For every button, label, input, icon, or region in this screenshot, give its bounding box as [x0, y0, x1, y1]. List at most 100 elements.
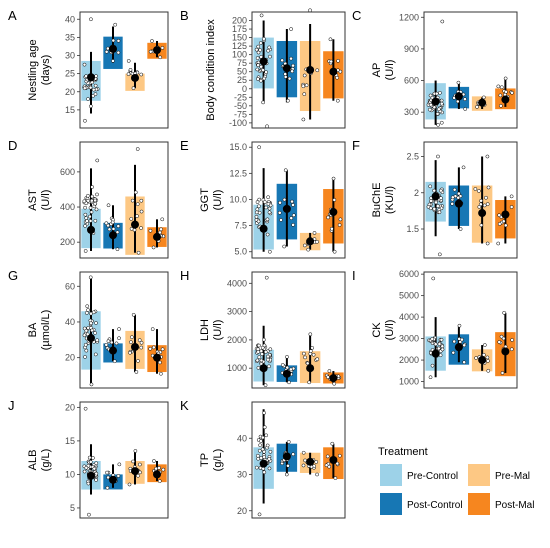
data-point — [139, 72, 144, 77]
legend-swatch-pre_control — [380, 464, 402, 486]
data-point — [332, 198, 337, 202]
data-point — [338, 217, 343, 222]
data-point — [130, 198, 135, 203]
data-point — [337, 453, 342, 458]
data-point — [289, 27, 293, 31]
data-point — [436, 154, 440, 159]
data-point — [117, 336, 121, 341]
data-point — [90, 328, 94, 333]
data-point — [335, 98, 340, 103]
mean-point — [306, 237, 315, 246]
data-point — [302, 351, 306, 356]
data-point — [485, 355, 490, 360]
data-point — [263, 350, 268, 354]
mean-point — [131, 467, 139, 476]
data-point — [482, 343, 487, 347]
data-point — [83, 249, 88, 253]
panel-letter: A — [8, 8, 17, 23]
data-point — [135, 202, 140, 206]
panel-i: I CK(U/l) 1000 2000 3000 4000 5000 6000 — [352, 268, 518, 389]
mean-point — [131, 220, 139, 229]
legend-label-post_mal: Post-Mal — [495, 500, 534, 511]
data-point — [440, 347, 445, 352]
data-point — [135, 147, 140, 151]
legend-swatch-post_control — [380, 493, 402, 515]
data-point — [152, 459, 156, 463]
data-point — [157, 479, 162, 483]
data-point — [265, 217, 270, 222]
data-point — [305, 361, 310, 366]
y-axis-label: AP(U/l) — [371, 60, 396, 81]
data-point — [450, 201, 455, 206]
mean-point — [87, 471, 95, 480]
data-point — [256, 453, 260, 458]
data-point — [499, 104, 503, 108]
mean-point — [153, 232, 161, 241]
data-point — [264, 70, 268, 74]
data-point — [260, 345, 265, 350]
data-point — [501, 219, 506, 224]
y-axis-label-line: (KU/l) — [384, 186, 396, 214]
panel-letter: J — [8, 398, 15, 413]
panel-letter: F — [352, 138, 360, 153]
data-point — [303, 243, 307, 248]
data-point — [139, 209, 144, 214]
data-point — [264, 205, 268, 210]
data-point — [302, 92, 307, 96]
data-point — [158, 360, 162, 365]
data-point — [438, 90, 442, 95]
mean-point — [259, 459, 268, 468]
y-tick-label: -75 — [234, 109, 247, 119]
data-point — [280, 363, 285, 367]
y-tick-label: 150 — [232, 33, 247, 43]
y-tick-label: 15 — [65, 105, 75, 115]
data-point — [284, 472, 289, 477]
data-point — [262, 337, 266, 342]
data-point — [256, 77, 260, 81]
data-point — [93, 352, 98, 357]
data-point — [431, 276, 436, 281]
y-tick-label: 60 — [65, 281, 75, 291]
data-point — [479, 223, 484, 228]
mean-point — [454, 199, 463, 208]
data-point — [498, 93, 503, 98]
panel-d: D AST(U/l) 200 400 600 — [8, 138, 169, 259]
data-point — [460, 337, 464, 342]
data-point — [314, 460, 319, 464]
y-tick-label: 4000 — [227, 278, 247, 288]
y-axis-label-line: BuChE — [371, 183, 383, 218]
data-point — [256, 63, 260, 68]
y-axis-label-line: TP — [199, 453, 211, 467]
data-point — [259, 349, 264, 353]
y-tick-label: -100 — [229, 118, 247, 128]
mean-point — [87, 73, 95, 82]
panel-frame — [423, 11, 518, 129]
data-point — [473, 187, 478, 191]
data-point — [311, 352, 316, 357]
data-point — [104, 49, 109, 54]
data-point — [93, 331, 97, 335]
data-point — [259, 439, 263, 443]
data-point — [95, 158, 100, 163]
data-point — [291, 223, 295, 227]
y-tick-label: -25 — [234, 92, 247, 102]
data-point — [89, 198, 94, 203]
panel-b: B Body condition index -100-75-50-25025507… — [180, 8, 346, 129]
data-point — [255, 67, 260, 72]
data-point — [440, 19, 445, 24]
legend: Treatment Pre-Control Pre-Mal Post-Control P… — [378, 446, 534, 515]
y-axis-label-line: (U/l) — [384, 320, 396, 341]
y-tick-label: 200 — [60, 237, 75, 247]
data-point — [326, 215, 330, 220]
data-point — [262, 36, 266, 41]
y-tick-label: 20 — [65, 353, 75, 363]
data-point — [148, 346, 153, 351]
mean-point — [153, 470, 161, 479]
data-point — [279, 218, 283, 222]
data-point — [291, 63, 295, 68]
data-point — [116, 38, 121, 43]
data-point — [86, 326, 91, 330]
y-tick-label: 0 — [242, 84, 247, 94]
y-axis-label: ALB(g/L) — [27, 449, 52, 472]
y-axis-label-line: ALB — [27, 450, 39, 471]
